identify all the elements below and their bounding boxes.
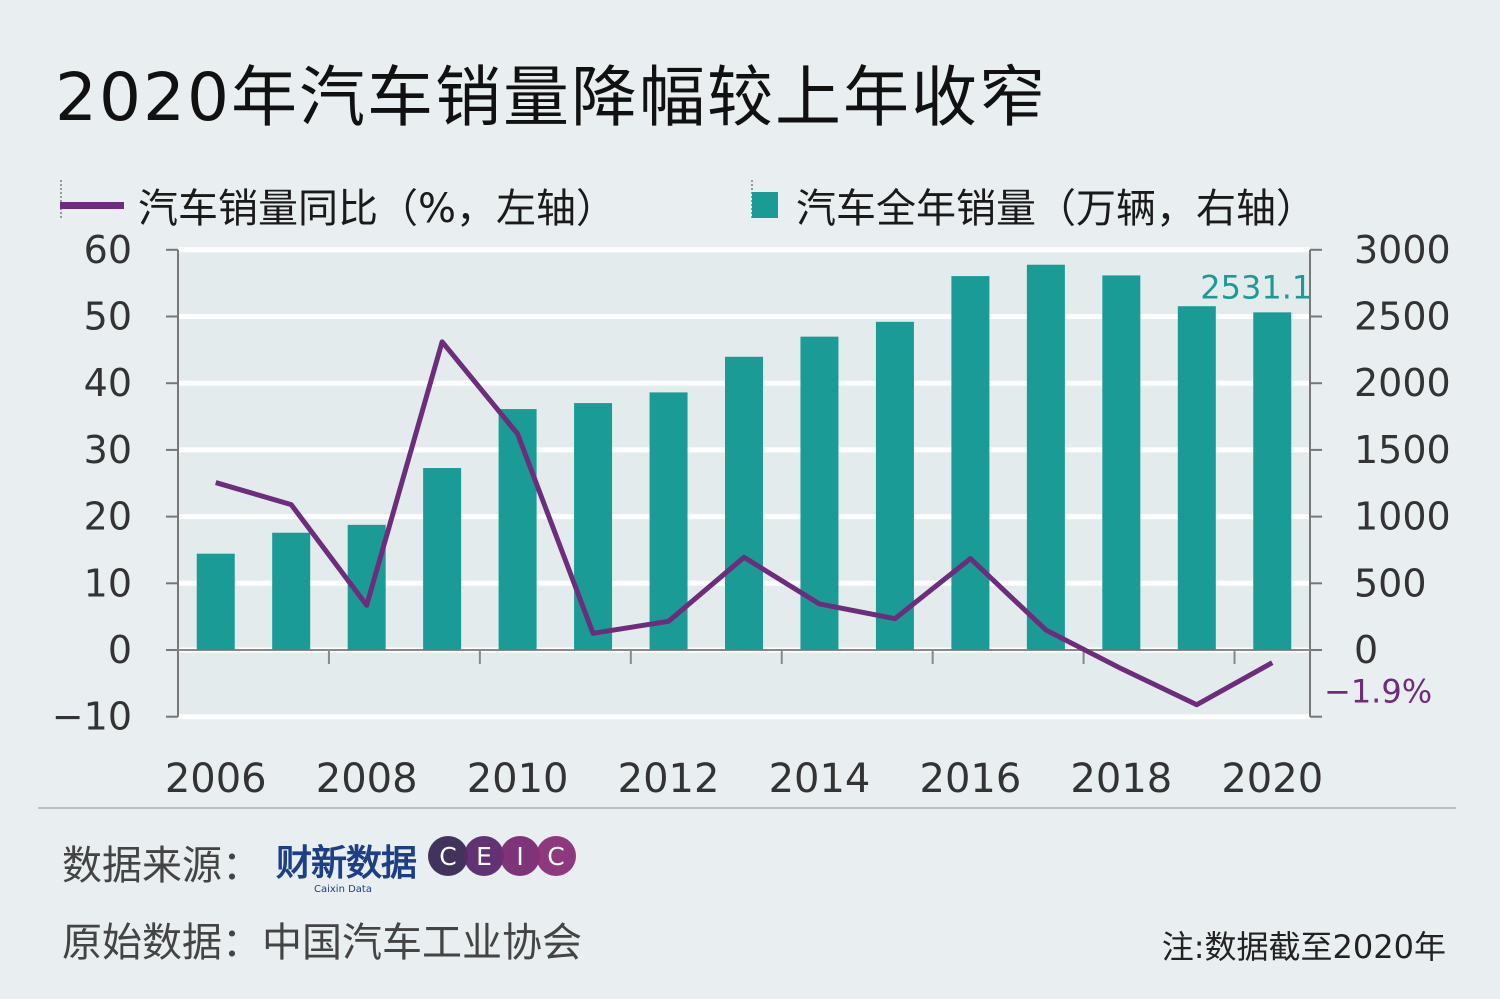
x-axis-tick-label: 2016: [920, 756, 1022, 802]
left-axis-tick-label: 50: [84, 295, 132, 339]
right-axis-tick-label: 0: [1354, 628, 1378, 672]
source-label: 数据来源：: [62, 843, 262, 889]
right-axis-tick-label: 2000: [1354, 361, 1451, 405]
footnote: 注:数据截至2020年: [1161, 928, 1446, 966]
x-axis-tick-label: 2014: [769, 756, 871, 802]
bar: [1253, 312, 1292, 650]
caixin-logo-text: 财新数据: [276, 843, 417, 884]
legend-divider: [60, 180, 62, 218]
right-axis-tick-label: 3000: [1354, 228, 1451, 272]
x-axis-tick-label: 2020: [1221, 756, 1323, 802]
x-axis-tick-label: 2008: [316, 756, 418, 802]
ceic-letter: I: [500, 836, 540, 876]
left-axis-tick-label: 0: [108, 628, 132, 672]
legend-bar-entry: 汽车全年销量（万辆，右轴）: [752, 176, 1316, 234]
x-axis-tick-label: 2018: [1070, 756, 1172, 802]
legend-line-label: 汽车销量同比（%，左轴）: [138, 186, 617, 232]
left-axis-tick-label: 10: [84, 561, 132, 605]
caixin-logo: 财新数据 Caixin Data: [276, 834, 417, 895]
ceic-letter: E: [464, 836, 504, 876]
left-axis-tick-label: 40: [84, 361, 132, 405]
bar: [649, 392, 688, 650]
bar: [1102, 275, 1141, 650]
bar: [196, 553, 235, 650]
x-axis-tick-label: 2006: [165, 756, 267, 802]
ceic-letter: C: [536, 836, 576, 876]
ceic-letter: C: [428, 836, 468, 876]
legend-line-entry: 汽车销量同比（%，左轴）: [60, 176, 616, 234]
right-axis-tick-label: 2500: [1354, 295, 1451, 339]
bar: [1177, 306, 1216, 650]
x-axis-tick-label: 2012: [618, 756, 720, 802]
legend-bar-label: 汽车全年销量（万辆，右轴）: [796, 186, 1316, 232]
bar-value-label: 2531.1: [1200, 268, 1312, 306]
legend-bar-swatch: [752, 192, 778, 218]
footer-divider: [38, 807, 1456, 809]
bar: [1026, 264, 1065, 650]
right-axis-tick-label: 1500: [1354, 428, 1451, 472]
right-axis-tick-label: 500: [1354, 561, 1427, 605]
bar: [951, 276, 990, 650]
left-axis-tick-label: 60: [84, 228, 132, 272]
x-axis-tick-label: 2010: [467, 756, 569, 802]
bar: [498, 409, 537, 650]
right-axis-tick-label: 1000: [1354, 495, 1451, 539]
original-source: 原始数据：中国汽车工业协会: [62, 920, 582, 966]
ceic-logo: C E I C: [428, 836, 576, 876]
yoy-line: [215, 339, 1274, 708]
legend-line-swatch: [60, 201, 124, 209]
bar: [725, 356, 763, 650]
left-axis-tick-label: 30: [84, 428, 132, 472]
bar: [875, 321, 914, 650]
bar: [574, 403, 613, 650]
left-axis-tick-label: 20: [84, 495, 132, 539]
line-value-label: −1.9%: [1324, 673, 1432, 711]
bar: [423, 468, 462, 650]
caixin-logo-subtext: Caixin Data: [314, 884, 372, 895]
left-axis-tick-label: −10: [52, 695, 132, 739]
chart-title: 2020年汽车销量降幅较上年收窄: [55, 59, 1047, 136]
bar: [272, 532, 311, 650]
